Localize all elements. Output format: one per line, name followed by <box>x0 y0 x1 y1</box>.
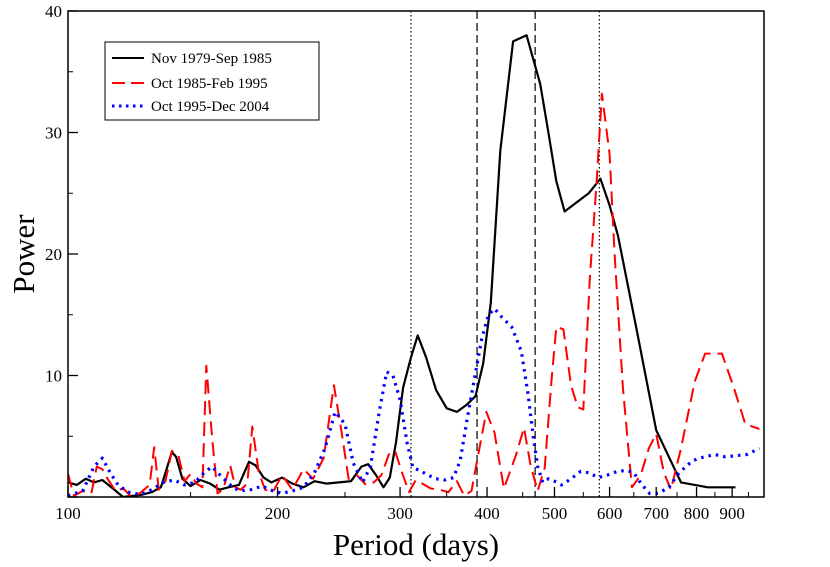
x-tick-label-500: 500 <box>542 504 568 523</box>
legend: Nov 1979-Sep 1985 Oct 1985-Feb 1995 Oct … <box>104 41 320 121</box>
series-line-oct-1995-dec-2004 <box>68 307 761 497</box>
series-layer <box>68 34 761 497</box>
y-axis: 10 20 30 40 <box>45 2 78 498</box>
x-tick-label-300: 300 <box>387 504 413 523</box>
legend-box <box>104 41 320 121</box>
x-tick-label-800: 800 <box>684 504 710 523</box>
y-tick-label-40: 40 <box>45 2 62 21</box>
x-tick-label-600: 600 <box>597 504 623 523</box>
legend-label-nov-1979-sep-1985: Nov 1979-Sep 1985 <box>151 51 272 67</box>
y-axis-title: Power <box>6 214 41 294</box>
x-tick-label-100: 100 <box>55 504 81 523</box>
y-tick-label-10: 10 <box>45 367 62 386</box>
legend-label-oct-1985-feb-1995: Oct 1985-Feb 1995 <box>151 76 268 92</box>
x-tick-label-900: 900 <box>719 504 745 523</box>
y-tick-label-20: 20 <box>45 245 62 264</box>
x-axis-title: Period (days) <box>333 527 499 562</box>
y-tick-label-30: 30 <box>45 124 62 143</box>
x-tick-label-200: 200 <box>265 504 291 523</box>
x-tick-label-400: 400 <box>474 504 500 523</box>
series-line-nov-1979-sep-1985 <box>68 34 736 497</box>
reference-lines <box>410 11 600 497</box>
x-tick-label-700: 700 <box>643 504 669 523</box>
x-axis: 100 200 300 400 500 600 700 800 900 <box>55 487 749 523</box>
series-line-oct-1985-feb-1995 <box>68 92 760 497</box>
legend-label-oct-1995-dec-2004: Oct 1995-Dec 2004 <box>151 99 270 115</box>
